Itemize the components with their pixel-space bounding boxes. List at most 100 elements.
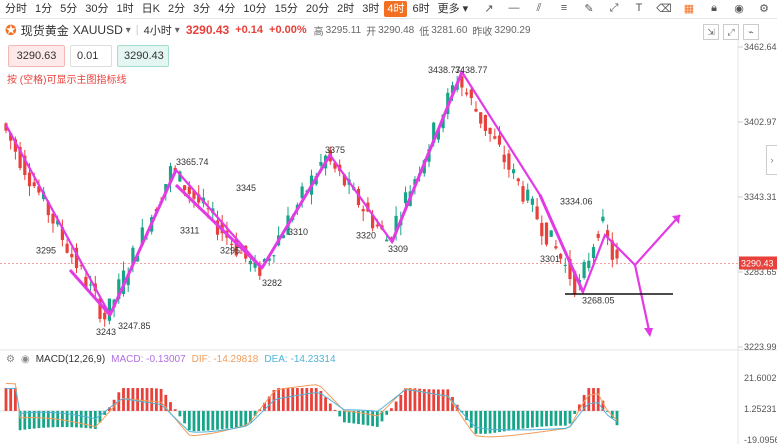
macd-bar xyxy=(568,410,572,424)
wave-impulse xyxy=(174,183,264,270)
candle-body xyxy=(432,122,436,144)
candle-body xyxy=(474,108,478,112)
macd-bar xyxy=(253,410,257,416)
candle-body xyxy=(540,222,544,237)
dea-line xyxy=(5,387,618,433)
buy-button[interactable]: 3290.43 xyxy=(117,45,169,67)
macd-bar xyxy=(526,410,530,429)
fullscreen-icon[interactable]: ⤢ xyxy=(723,24,739,40)
settings-icon[interactable]: ⚙ xyxy=(759,2,769,15)
timeframe-12[interactable]: 2时 xyxy=(337,3,355,15)
macd-bar xyxy=(352,410,356,424)
macd-bar xyxy=(554,410,558,426)
macd-bar xyxy=(333,409,337,411)
candle-body xyxy=(187,186,191,195)
timeframe-9[interactable]: 10分 xyxy=(243,3,267,15)
timeframe-4[interactable]: 1时 xyxy=(116,3,134,15)
measure-icon[interactable]: ⤢ xyxy=(609,1,619,14)
timeframe-0[interactable]: 分时 xyxy=(5,3,27,15)
macd-bar xyxy=(502,410,506,432)
chevron-down-icon[interactable]: ▾ xyxy=(125,24,131,36)
candle-body xyxy=(535,206,539,220)
channel-icon[interactable]: ⫽ xyxy=(536,1,542,14)
eye-icon[interactable]: ◉ xyxy=(734,2,744,15)
prev-close-value: 3290.29 xyxy=(494,24,531,36)
panel-controls: ⇲ ⤢ ⌁ xyxy=(699,24,759,40)
text-icon[interactable]: T xyxy=(635,2,643,14)
macd-bar xyxy=(375,410,379,427)
dif-value: DIF: -14.29818 xyxy=(191,354,259,365)
macd-eye-icon[interactable]: ◉ xyxy=(20,354,30,365)
candle-body xyxy=(375,224,379,227)
brush-icon[interactable]: ✎ xyxy=(584,2,594,15)
timeframe-14[interactable]: 4时 xyxy=(384,1,408,17)
timeframe-10[interactable]: 15分 xyxy=(274,3,298,15)
candle-body xyxy=(615,249,619,259)
candle-body xyxy=(371,214,375,229)
macd-bar xyxy=(596,388,600,411)
timeframe-5[interactable]: 日K xyxy=(141,3,160,15)
candle-body xyxy=(262,259,267,263)
macd-settings-icon[interactable]: ⚙ xyxy=(6,354,15,365)
chevron-down-icon[interactable]: ▾ xyxy=(174,24,180,36)
collapse-icon[interactable]: ⇲ xyxy=(703,24,719,40)
indicator-icon[interactable]: ⌁ xyxy=(743,24,759,40)
candle-body xyxy=(450,85,455,94)
wave-down-branch xyxy=(633,264,652,336)
candle-body xyxy=(239,252,243,254)
candle-body xyxy=(178,171,182,182)
candle-body xyxy=(526,189,530,201)
line-tool-icon[interactable]: ↗ xyxy=(484,2,494,15)
candle-body xyxy=(98,298,102,319)
candle-body xyxy=(479,112,483,124)
macd-bar xyxy=(371,410,374,427)
macd-bar xyxy=(169,402,172,411)
candle-body xyxy=(563,264,567,266)
macd-bar xyxy=(230,410,233,429)
timeframe-6[interactable]: 2分 xyxy=(167,3,186,15)
candle-body xyxy=(596,233,600,238)
timeframe-11[interactable]: 20分 xyxy=(305,3,330,15)
eraser-icon[interactable]: ⌫ xyxy=(656,2,672,15)
macd-bar xyxy=(296,388,299,411)
candle-body xyxy=(488,127,492,134)
candle-body xyxy=(385,239,389,242)
current-price-label: 3290.43 xyxy=(741,258,774,268)
lock-icon[interactable]: 🔒︎ xyxy=(711,1,717,14)
price-annotation: 3309 xyxy=(388,244,408,254)
symbol-code[interactable]: XAUUSD xyxy=(72,23,123,37)
candle-body xyxy=(333,162,337,169)
timeframe-8[interactable]: 4分 xyxy=(218,3,236,15)
macd-bar xyxy=(479,410,483,434)
macd-bar xyxy=(18,410,22,431)
candle-body xyxy=(74,247,79,269)
timeframe-13[interactable]: 3时 xyxy=(362,3,380,15)
timeframe-3[interactable]: 30分 xyxy=(85,3,109,15)
sell-button[interactable]: 3290.63 xyxy=(8,45,65,67)
macd-tick-label: 1.25231 xyxy=(744,404,777,414)
macd-bar xyxy=(155,388,158,411)
expand-panel-icon[interactable]: › xyxy=(766,145,777,175)
timeframe-2[interactable]: 5分 xyxy=(60,3,78,15)
macd-bar xyxy=(202,410,205,431)
price-annotation: 3365.74 xyxy=(176,157,209,167)
period-label[interactable]: 4小时 xyxy=(143,25,172,37)
macd-bar xyxy=(178,410,182,417)
macd-bar xyxy=(404,388,407,411)
timeframe-7[interactable]: 3分 xyxy=(193,3,211,15)
macd-bar xyxy=(540,410,544,427)
quantity-input[interactable]: 0.01 xyxy=(70,45,112,67)
fib-icon[interactable]: ≡ xyxy=(560,2,568,14)
macd-bar xyxy=(507,410,511,431)
timeframe-1[interactable]: 1分 xyxy=(35,3,53,15)
macd-bar xyxy=(549,410,553,427)
low-label: 低 xyxy=(419,26,430,38)
horizontal-line-icon[interactable]: — xyxy=(508,2,520,14)
macd-bar xyxy=(164,394,168,411)
candle-body xyxy=(507,153,511,170)
timeframe-15[interactable]: 6时 xyxy=(412,3,430,15)
price-annotation: 3282 xyxy=(262,278,282,288)
ruler-icon[interactable]: ▦ xyxy=(683,2,695,15)
timeframe-16[interactable]: 更多 ▾ xyxy=(437,3,469,15)
